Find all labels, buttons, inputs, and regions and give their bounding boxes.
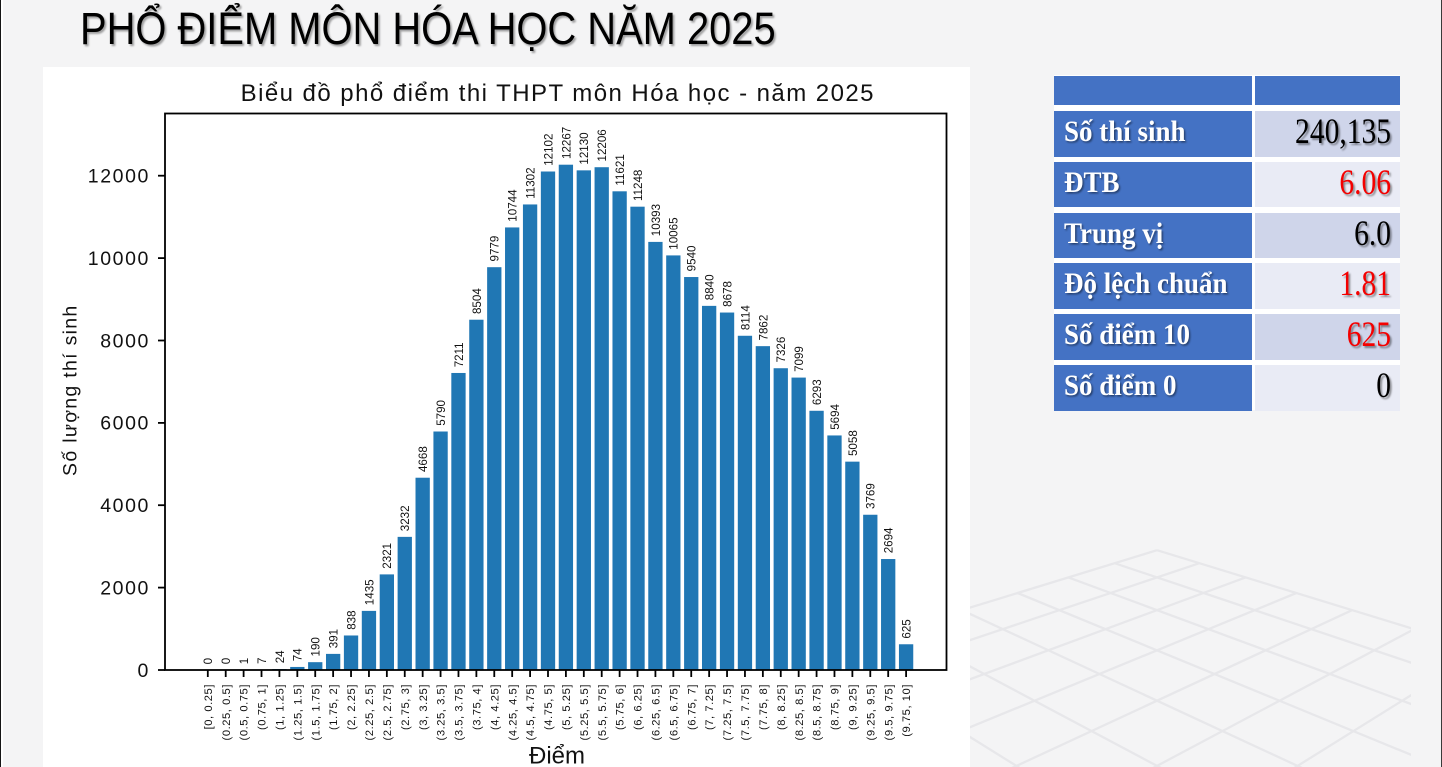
- svg-text:(7.5, 7.75]: (7.5, 7.75]: [740, 684, 752, 740]
- svg-text:(5.75, 6]: (5.75, 6]: [615, 684, 627, 730]
- svg-text:391: 391: [328, 629, 341, 648]
- svg-text:7: 7: [256, 658, 269, 664]
- svg-text:7211: 7211: [453, 342, 466, 367]
- svg-text:(9.75, 10]: (9.75, 10]: [901, 684, 913, 737]
- svg-text:(4, 4.25]: (4, 4.25]: [489, 684, 501, 730]
- svg-text:(8.75, 9]: (8.75, 9]: [830, 684, 842, 730]
- svg-text:4668: 4668: [417, 446, 430, 472]
- svg-text:3232: 3232: [399, 505, 412, 531]
- svg-text:0: 0: [138, 660, 150, 682]
- svg-text:(6.5, 6.75]: (6.5, 6.75]: [668, 684, 680, 740]
- svg-text:(6, 6.25]: (6, 6.25]: [633, 684, 645, 730]
- svg-text:12000: 12000: [88, 166, 150, 188]
- svg-text:(8.5, 8.75]: (8.5, 8.75]: [812, 684, 824, 740]
- svg-text:24: 24: [274, 650, 287, 663]
- svg-text:0: 0: [220, 658, 233, 664]
- svg-text:Điểm: Điểm: [529, 743, 585, 767]
- svg-text:1435: 1435: [363, 579, 376, 605]
- svg-text:(9.25, 9.5]: (9.25, 9.5]: [865, 684, 877, 740]
- svg-text:2321: 2321: [381, 543, 394, 569]
- svg-text:Biểu đồ phổ điểm thi THPT môn: Biểu đồ phổ điểm thi THPT môn Hóa học - …: [241, 80, 875, 107]
- svg-text:10000: 10000: [88, 248, 150, 270]
- svg-text:1: 1: [238, 658, 251, 664]
- svg-text:10065: 10065: [668, 217, 681, 249]
- svg-text:(2.75, 3]: (2.75, 3]: [400, 684, 412, 730]
- svg-text:(7.25, 7.5]: (7.25, 7.5]: [722, 684, 734, 740]
- svg-text:8114: 8114: [739, 305, 752, 330]
- svg-text:11248: 11248: [632, 170, 645, 201]
- svg-text:(4.75, 5]: (4.75, 5]: [543, 684, 555, 730]
- svg-text:(0.75, 1]: (0.75, 1]: [257, 684, 269, 730]
- svg-text:12130: 12130: [578, 132, 591, 164]
- svg-text:[0, 0.25]: [0, 0.25]: [203, 684, 215, 729]
- svg-text:(6.75, 7]: (6.75, 7]: [686, 684, 698, 730]
- svg-text:10744: 10744: [507, 189, 520, 222]
- svg-text:(7.75, 8]: (7.75, 8]: [758, 684, 770, 730]
- svg-text:3769: 3769: [865, 483, 878, 509]
- svg-text:0: 0: [202, 658, 215, 664]
- svg-text:190: 190: [310, 637, 323, 656]
- svg-text:(4.25, 4.5]: (4.25, 4.5]: [507, 684, 519, 740]
- svg-text:7099: 7099: [793, 346, 806, 372]
- svg-text:10393: 10393: [650, 204, 663, 236]
- svg-text:5694: 5694: [829, 403, 842, 429]
- svg-text:(9, 9.25]: (9, 9.25]: [847, 684, 859, 730]
- svg-text:11302: 11302: [524, 167, 537, 198]
- svg-text:9540: 9540: [686, 246, 699, 272]
- svg-text:6293: 6293: [811, 379, 824, 405]
- svg-text:(0.25, 0.5]: (0.25, 0.5]: [221, 684, 233, 740]
- svg-text:2694: 2694: [883, 527, 896, 553]
- svg-text:5058: 5058: [847, 430, 860, 456]
- svg-text:(6.25, 6.5]: (6.25, 6.5]: [651, 684, 663, 740]
- svg-text:11621: 11621: [614, 154, 627, 185]
- svg-text:(3.75, 4]: (3.75, 4]: [471, 684, 483, 730]
- svg-text:Số lượng thí sinh: Số lượng thí sinh: [60, 304, 82, 476]
- svg-text:(7, 7.25]: (7, 7.25]: [704, 684, 716, 730]
- svg-text:(5.5, 5.75]: (5.5, 5.75]: [597, 684, 609, 740]
- svg-text:6000: 6000: [100, 413, 150, 435]
- svg-text:12267: 12267: [560, 127, 573, 159]
- svg-text:12102: 12102: [542, 134, 555, 166]
- svg-text:7862: 7862: [757, 315, 770, 341]
- svg-text:(1, 1.25]: (1, 1.25]: [275, 684, 287, 730]
- svg-text:7326: 7326: [775, 337, 788, 363]
- svg-text:(5, 5.25]: (5, 5.25]: [561, 684, 573, 730]
- svg-text:(1.25, 1.5]: (1.25, 1.5]: [292, 684, 304, 740]
- svg-text:(1.75, 2]: (1.75, 2]: [328, 684, 340, 730]
- svg-text:(3.5, 3.75]: (3.5, 3.75]: [454, 684, 466, 740]
- svg-text:625: 625: [901, 619, 914, 638]
- svg-text:12206: 12206: [596, 129, 609, 161]
- svg-text:(2, 2.25]: (2, 2.25]: [346, 684, 358, 730]
- svg-text:(2.5, 2.75]: (2.5, 2.75]: [382, 684, 394, 740]
- svg-text:8000: 8000: [100, 330, 150, 352]
- svg-text:74: 74: [292, 648, 305, 661]
- svg-text:(3.25, 3.5]: (3.25, 3.5]: [436, 684, 448, 740]
- svg-text:8678: 8678: [721, 281, 734, 307]
- svg-text:(3, 3.25]: (3, 3.25]: [418, 684, 430, 730]
- svg-text:9779: 9779: [489, 236, 502, 262]
- svg-text:8504: 8504: [471, 288, 484, 314]
- svg-text:(1.5, 1.75]: (1.5, 1.75]: [310, 684, 322, 740]
- svg-text:(8, 8.25]: (8, 8.25]: [776, 684, 788, 730]
- svg-text:5790: 5790: [435, 400, 448, 426]
- svg-text:4000: 4000: [100, 495, 150, 517]
- svg-text:(0.5, 0.75]: (0.5, 0.75]: [239, 684, 251, 740]
- svg-text:(4.5, 4.75]: (4.5, 4.75]: [525, 684, 537, 740]
- svg-text:(8.25, 8.5]: (8.25, 8.5]: [794, 684, 806, 740]
- svg-text:(9.5, 9.75]: (9.5, 9.75]: [883, 684, 895, 740]
- svg-text:(5.25, 5.5]: (5.25, 5.5]: [579, 684, 591, 740]
- svg-text:2000: 2000: [100, 577, 150, 599]
- svg-text:8840: 8840: [704, 274, 717, 300]
- svg-text:(2.25, 2.5]: (2.25, 2.5]: [364, 684, 376, 740]
- svg-text:838: 838: [345, 610, 358, 629]
